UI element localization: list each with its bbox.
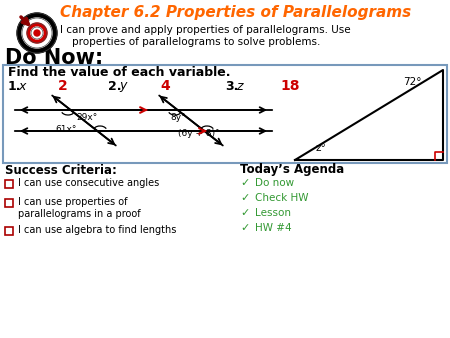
Text: 3.: 3. <box>225 79 238 93</box>
Text: 2.: 2. <box>108 79 122 93</box>
Circle shape <box>34 30 40 36</box>
Text: properties of parallelograms to solve problems.: properties of parallelograms to solve pr… <box>72 37 320 47</box>
Text: 61x°: 61x° <box>55 125 76 135</box>
Text: 4: 4 <box>160 79 170 93</box>
Text: Check HW: Check HW <box>255 193 309 203</box>
Circle shape <box>31 27 43 39</box>
Text: z: z <box>236 79 243 93</box>
Text: ✓: ✓ <box>240 208 249 218</box>
Text: Chapter 6.2 Properties of Parallelograms: Chapter 6.2 Properties of Parallelograms <box>60 4 411 20</box>
FancyBboxPatch shape <box>3 65 447 163</box>
Text: Find the value of each variable.: Find the value of each variable. <box>8 67 230 79</box>
Text: Do Now:: Do Now: <box>5 48 103 68</box>
Text: I can use consecutive angles: I can use consecutive angles <box>18 178 159 188</box>
Text: z°: z° <box>315 143 326 153</box>
Bar <box>5 227 13 235</box>
Text: ✓: ✓ <box>240 193 249 203</box>
Text: 2: 2 <box>58 79 68 93</box>
Text: I can use algebra to find lengths: I can use algebra to find lengths <box>18 225 176 235</box>
Circle shape <box>22 18 52 48</box>
Bar <box>5 199 13 207</box>
Text: Do now: Do now <box>255 178 294 188</box>
Circle shape <box>27 23 47 43</box>
Text: 29x°: 29x° <box>76 113 97 121</box>
Text: y: y <box>119 79 126 93</box>
Text: 1.: 1. <box>8 79 22 93</box>
Text: I can use properties of: I can use properties of <box>18 197 127 207</box>
Text: parallelograms in a proof: parallelograms in a proof <box>18 209 140 219</box>
Text: HW #4: HW #4 <box>255 223 292 233</box>
Text: x: x <box>18 79 25 93</box>
Text: Success Criteria:: Success Criteria: <box>5 164 117 176</box>
Bar <box>5 180 13 188</box>
Circle shape <box>17 13 57 53</box>
Text: 18: 18 <box>280 79 300 93</box>
Text: 72°: 72° <box>403 77 422 87</box>
Text: ✓: ✓ <box>240 178 249 188</box>
Text: I can prove and apply properties of parallelograms. Use: I can prove and apply properties of para… <box>60 25 351 35</box>
Text: 8y°: 8y° <box>170 113 185 121</box>
Text: Today’s Agenda: Today’s Agenda <box>240 164 344 176</box>
Text: ✓: ✓ <box>240 223 249 233</box>
Text: Lesson: Lesson <box>255 208 291 218</box>
Text: (6y + 8)°: (6y + 8)° <box>178 128 220 138</box>
